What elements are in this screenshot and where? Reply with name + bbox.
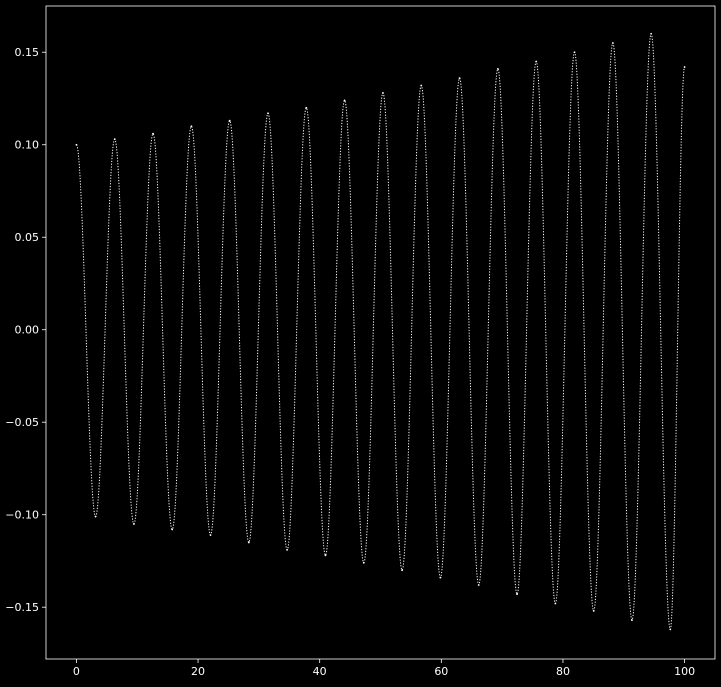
- data-point: [611, 42, 614, 44]
- data-point: [209, 534, 212, 536]
- data-point: [650, 32, 653, 35]
- data-point: [382, 92, 384, 94]
- axes-layer: 0 20 40 60 80 100 −0.15 −0.10 −0.05 0.00 0.05 0.10 0…: [5, 5, 716, 678]
- data-point: [554, 602, 557, 605]
- data-point: [669, 628, 672, 631]
- y-tick-label: −0.05: [5, 416, 39, 429]
- data-point: [631, 619, 633, 622]
- x-tick-label: 0: [73, 665, 80, 678]
- data-point: [477, 584, 480, 586]
- data-point: [94, 515, 97, 518]
- data-point: [247, 541, 250, 544]
- data-point: [535, 60, 538, 63]
- data-point: [267, 112, 269, 115]
- data-point: [439, 576, 442, 579]
- data-point: [228, 119, 231, 122]
- data-point: [152, 132, 154, 135]
- x-tick-label: 40: [313, 665, 327, 678]
- data-point: [516, 593, 518, 596]
- y-tick-label: −0.15: [5, 601, 39, 614]
- x-tick-label: 80: [556, 665, 570, 678]
- data-point: [132, 523, 135, 525]
- data-point: [190, 125, 193, 128]
- data-point: [362, 561, 365, 564]
- data-point: [305, 106, 308, 109]
- data-point: [496, 67, 499, 70]
- data-point: [420, 84, 423, 87]
- data-point: [171, 528, 174, 531]
- y-tick-label: 0.05: [15, 231, 40, 244]
- data-point: [286, 548, 289, 551]
- x-tick-label: 20: [191, 665, 205, 678]
- series-layer: [75, 32, 686, 631]
- y-tick-label: 0.15: [15, 46, 40, 59]
- data-point: [343, 99, 346, 102]
- data-point: [324, 554, 327, 557]
- y-tick-label: 0.00: [15, 324, 40, 337]
- data-point: [573, 51, 576, 54]
- y-tick-label: −0.10: [5, 509, 39, 522]
- y-tick-label: 0.10: [15, 139, 40, 152]
- plot-frame: [45, 5, 716, 660]
- data-point: [458, 77, 461, 80]
- data-point: [113, 138, 116, 141]
- data-point: [683, 66, 686, 68]
- data-point: [592, 610, 595, 612]
- data-point: [75, 143, 78, 146]
- data-point: [401, 569, 403, 572]
- x-tick-label: 100: [674, 665, 695, 678]
- x-tick-label: 60: [434, 665, 448, 678]
